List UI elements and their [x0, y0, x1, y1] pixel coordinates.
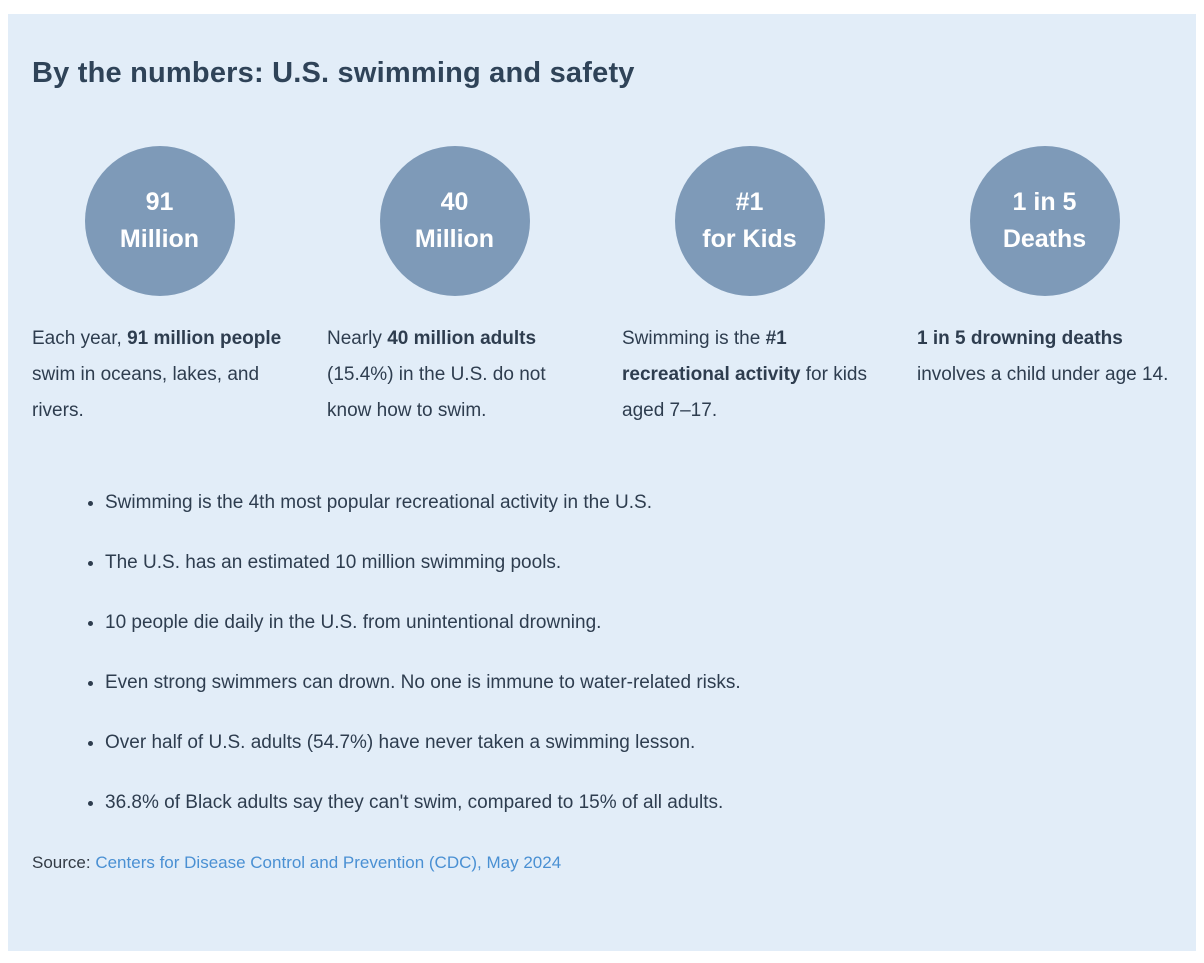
desc-text: (15.4%) in the U.S. do not know how to s…: [327, 364, 546, 421]
list-item: Even strong swimmers can drown. No one i…: [105, 671, 1172, 694]
infographic-panel: By the numbers: U.S. swimming and safety…: [8, 14, 1196, 951]
list-item: Swimming is the 4th most popular recreat…: [105, 491, 1172, 514]
list-item: 10 people die daily in the U.S. from uni…: [105, 611, 1172, 634]
stat-description: 1 in 5 drowning deaths involves a child …: [917, 321, 1172, 393]
desc-text: Each year,: [32, 328, 128, 349]
stat-circle-unit: Million: [119, 225, 200, 253]
stat-column-1-in-5-deaths: 1 in 5 Deaths 1 in 5 drowning deaths inv…: [917, 146, 1172, 429]
page-title: By the numbers: U.S. swimming and safety: [32, 57, 635, 89]
stat-circle-91-million: 91 Million: [84, 146, 235, 296]
stat-circle-1-in-5-deaths: 1 in 5 Deaths: [969, 146, 1120, 296]
desc-text: swim in oceans, lakes, and rivers.: [32, 364, 260, 421]
stat-description: Swimming is the #1 recreational activity…: [622, 321, 877, 429]
desc-bold-text: 91 million people: [127, 328, 282, 349]
stats-row: 91 Million Each year, 91 million people …: [32, 146, 1172, 429]
stat-description: Each year, 91 million people swim in oce…: [32, 321, 287, 429]
stat-description: Nearly 40 million adults (15.4%) in the …: [327, 321, 582, 429]
desc-text: Swimming is the: [622, 328, 766, 349]
stat-circle-unit: Deaths: [1002, 225, 1087, 253]
source-label: Source:: [32, 853, 91, 872]
stat-column-91-million: 91 Million Each year, 91 million people …: [32, 146, 287, 429]
source-link[interactable]: Centers for Disease Control and Preventi…: [95, 853, 562, 872]
stat-circle-value: 91: [145, 188, 174, 216]
stat-circle-value: 40: [440, 188, 469, 216]
stat-circle-unit: for Kids: [702, 225, 797, 253]
desc-text: involves a child under age 14.: [917, 364, 1169, 385]
desc-bold-text: 40 million adults: [387, 328, 537, 349]
list-item: The U.S. has an estimated 10 million swi…: [105, 551, 1172, 574]
stat-circle-number-one-for-kids: #1 for Kids: [674, 146, 825, 296]
stat-circle-unit: Million: [414, 225, 495, 253]
stat-column-40-million: 40 Million Nearly 40 million adults (15.…: [327, 146, 582, 429]
list-item: 36.8% of Black adults say they can't swi…: [105, 791, 1172, 814]
stat-column-number-one-for-kids: #1 for Kids Swimming is the #1 recreatio…: [622, 146, 877, 429]
desc-bold-text: 1 in 5 drowning deaths: [917, 328, 1123, 349]
facts-list: Swimming is the 4th most popular recreat…: [32, 491, 1172, 814]
list-item: Over half of U.S. adults (54.7%) have ne…: [105, 731, 1172, 754]
desc-bold-text: #1 recreational activity: [622, 328, 801, 385]
source-line: Source: Centers for Disease Control and …: [32, 852, 1172, 874]
stat-circle-value: 1 in 5: [1012, 188, 1077, 216]
stat-circle-value: #1: [735, 188, 764, 216]
stat-circle-40-million: 40 Million: [379, 146, 530, 296]
desc-text: for kids aged 7–17.: [622, 364, 868, 421]
desc-text: Nearly: [327, 328, 388, 349]
